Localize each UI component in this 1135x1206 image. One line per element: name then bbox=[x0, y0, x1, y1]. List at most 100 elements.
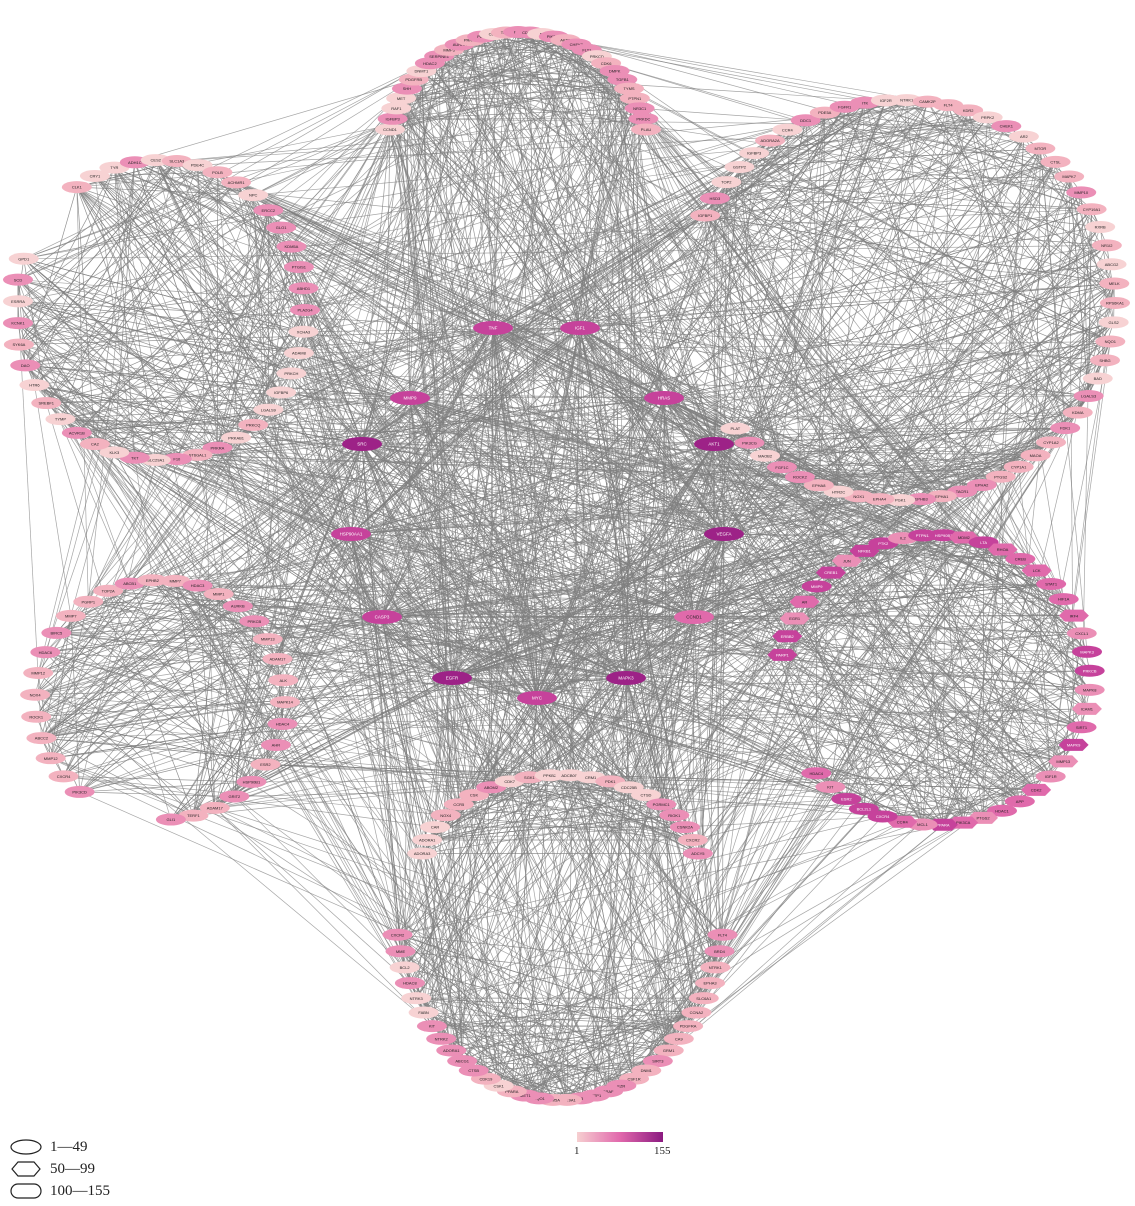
network-node: ESR2 bbox=[831, 792, 862, 805]
node-label: AURKB bbox=[231, 604, 245, 609]
edge bbox=[609, 616, 695, 782]
network-node: HDAC6 bbox=[30, 646, 61, 659]
edge bbox=[94, 175, 304, 333]
edge bbox=[361, 443, 670, 1051]
node-label: DAO bbox=[21, 363, 30, 368]
legend-label-mid: 50—99 bbox=[50, 1160, 95, 1177]
network-node: RXRB bbox=[1085, 220, 1116, 233]
edge bbox=[529, 32, 538, 699]
edge bbox=[265, 764, 847, 800]
edge bbox=[663, 397, 670, 1051]
node-label: CAMK2B bbox=[919, 99, 936, 104]
edge bbox=[381, 616, 452, 1051]
node-label: EPHA4 bbox=[873, 497, 887, 502]
edge bbox=[596, 56, 627, 679]
edge bbox=[45, 620, 255, 653]
node-shape bbox=[202, 441, 233, 454]
edge bbox=[60, 309, 306, 420]
colorbar-max-label: 155 bbox=[654, 1145, 671, 1157]
edge bbox=[350, 102, 866, 535]
edge bbox=[830, 570, 1037, 788]
edge bbox=[76, 79, 623, 188]
edge bbox=[409, 44, 461, 399]
network-node: IGFBP3 bbox=[377, 112, 408, 125]
node-label: DDC1 bbox=[800, 118, 812, 123]
edge bbox=[643, 118, 1078, 413]
edge bbox=[906, 100, 944, 536]
edge bbox=[846, 322, 1114, 561]
node-shape bbox=[31, 397, 62, 410]
edge bbox=[961, 491, 1088, 709]
edge bbox=[787, 635, 1021, 802]
network-node: KIT bbox=[815, 781, 846, 794]
node-label: MDM2 bbox=[958, 535, 971, 540]
node-label: GSTP2 bbox=[733, 165, 747, 170]
edge bbox=[576, 44, 964, 823]
node-label: PTPN1 bbox=[628, 96, 642, 101]
edge bbox=[628, 616, 695, 788]
network-node: MAPK8 bbox=[1074, 683, 1105, 696]
edge bbox=[722, 533, 725, 935]
edge bbox=[214, 129, 391, 808]
node-label: CHEK2 bbox=[570, 42, 584, 47]
network-node: TOP2 bbox=[711, 176, 742, 189]
edge bbox=[79, 549, 1003, 793]
node-label: CTSB bbox=[468, 1068, 479, 1073]
edge bbox=[298, 266, 571, 776]
node-shape bbox=[699, 192, 730, 205]
edge bbox=[663, 117, 988, 399]
node-shape bbox=[991, 120, 1022, 133]
edge bbox=[350, 533, 1088, 653]
edge bbox=[625, 560, 848, 679]
edge bbox=[45, 651, 693, 841]
node-label: ADORA3 bbox=[414, 851, 431, 856]
network-node: RHOA bbox=[987, 543, 1018, 556]
edge bbox=[723, 533, 1090, 691]
node-label: HDAC4 bbox=[809, 771, 823, 776]
node-label: SGK1 bbox=[524, 775, 535, 780]
node-label: PPKB2 bbox=[543, 773, 557, 778]
edge bbox=[134, 457, 526, 1096]
edge bbox=[481, 36, 665, 399]
edge bbox=[714, 198, 725, 535]
network-node: SHBG bbox=[1089, 354, 1120, 367]
edge bbox=[536, 166, 740, 699]
edge bbox=[400, 98, 725, 535]
hub-node: EGFR bbox=[432, 671, 472, 685]
network-node: TYMS bbox=[614, 82, 645, 95]
network-node: MMP9 bbox=[801, 580, 832, 593]
edge bbox=[34, 384, 453, 679]
edge bbox=[492, 327, 942, 497]
edge bbox=[415, 677, 627, 999]
node-label: CCR4 bbox=[782, 127, 794, 132]
edge bbox=[114, 167, 282, 393]
edge bbox=[703, 148, 1041, 999]
edge bbox=[438, 56, 538, 699]
node-label: HRAS bbox=[658, 396, 671, 401]
network-node: GLS2 bbox=[1098, 316, 1129, 329]
edge bbox=[579, 129, 647, 329]
node-label: FGFR1 bbox=[838, 104, 852, 109]
node-label: BCL2 bbox=[400, 965, 411, 970]
network-node: RAF1 bbox=[381, 102, 412, 115]
edge bbox=[60, 418, 538, 699]
node-shape bbox=[1020, 449, 1051, 462]
node-label: SYK6A bbox=[12, 342, 25, 347]
edge bbox=[253, 397, 665, 426]
edge bbox=[663, 397, 944, 536]
hub-node: AKT1 bbox=[694, 437, 734, 451]
node-label: PARP1 bbox=[776, 652, 790, 657]
edge bbox=[25, 365, 352, 535]
edge bbox=[625, 677, 670, 1051]
edge bbox=[947, 104, 1066, 429]
network-node: DAO bbox=[10, 359, 41, 372]
network-node: IGFBP6 bbox=[266, 386, 297, 399]
node-shape bbox=[253, 204, 284, 217]
network-node: CREB bbox=[1005, 552, 1036, 565]
node-label: TYMP bbox=[55, 417, 66, 422]
edge bbox=[536, 697, 670, 1051]
colorbar-min-label: 1 bbox=[574, 1145, 580, 1157]
edge bbox=[719, 101, 928, 952]
edge bbox=[459, 44, 538, 699]
node-label: KDM5A bbox=[285, 244, 299, 249]
